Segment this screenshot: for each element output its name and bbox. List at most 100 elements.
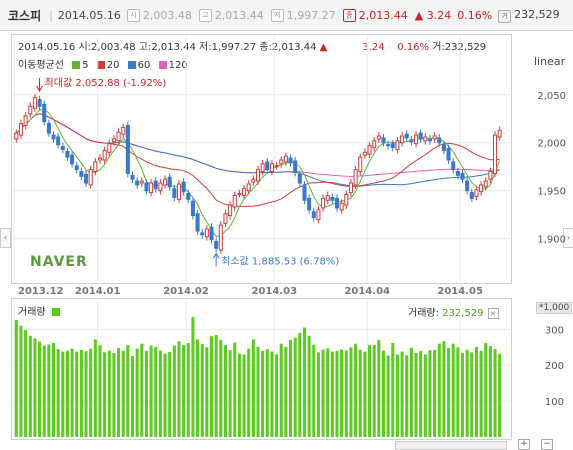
min-annotation: 최소값 1,885.53 (6.78%) (221, 256, 339, 268)
candle-body (474, 189, 479, 197)
candle-body (423, 136, 428, 142)
volume-bar (242, 354, 246, 437)
candle-body (330, 196, 335, 201)
close-value: 종 2,013.44 (342, 8, 415, 22)
close-icon[interactable]: × (487, 308, 499, 319)
volume-bar (474, 346, 478, 437)
candle-body (372, 140, 377, 149)
candle-body (353, 169, 358, 186)
volume-bar (98, 345, 102, 437)
high-tag: 고 (198, 8, 212, 22)
volume-bar (154, 346, 158, 437)
candle-body (209, 226, 214, 241)
volume-bar (284, 346, 288, 437)
info-change-percent: 0.16% (397, 42, 430, 53)
candle-body (395, 140, 400, 150)
candle-body (493, 134, 498, 174)
info-high: 고:2,013.44 (138, 42, 196, 53)
info-date: 2014.05.16 (18, 42, 76, 53)
volume-bar (140, 343, 144, 437)
candle-body (418, 132, 423, 140)
max-annotation: 최대값 2,052.88 (-1.92%) (45, 77, 167, 89)
volume-bar (275, 354, 279, 437)
volume-bar (228, 350, 232, 437)
volume-bar (465, 349, 469, 437)
candle-body (302, 184, 307, 201)
candle-body (14, 132, 19, 140)
x-tick-label: 2014.01 (75, 286, 121, 297)
info-low: 저:1,997.27 (199, 42, 257, 53)
volume-bar (117, 348, 121, 437)
candle-body (153, 180, 158, 190)
volume-bar (400, 351, 404, 437)
candle-body (176, 183, 182, 200)
open-tag: 시 (126, 8, 140, 22)
candle-body (441, 144, 446, 151)
candle-body (97, 157, 103, 161)
candle-body (293, 160, 298, 173)
price-panel[interactable] (11, 34, 512, 284)
volume-bar (456, 347, 460, 437)
info-volume: 거:232,529 (432, 42, 487, 53)
volume-tick-label: 300 (545, 325, 564, 336)
volume-value: 거 232,529 (498, 8, 560, 23)
info-up-arrow-icon: ▲ (316, 42, 328, 53)
ma5-label[interactable]: 5 (82, 60, 89, 71)
ma120-label[interactable]: 120 (168, 60, 188, 71)
candle-body (56, 136, 61, 146)
volume-bar (265, 349, 269, 437)
volume-bar (470, 352, 474, 437)
candle-body (107, 143, 112, 153)
candle-body (437, 137, 442, 144)
volume-bar (19, 325, 23, 437)
volume-bar (65, 350, 69, 437)
volume-bar (107, 350, 111, 437)
candle-body (344, 194, 349, 206)
scale-toggle[interactable]: linear (534, 55, 566, 68)
volume-bar (247, 348, 251, 437)
candle-body (79, 171, 84, 177)
volume-bar (428, 350, 432, 437)
candle-body (181, 181, 186, 193)
scroll-right-icon[interactable]: › (563, 228, 573, 248)
x-tick-label: 2014.02 (163, 286, 209, 297)
candle-body (204, 228, 209, 238)
volume-bar (368, 345, 372, 437)
change-percent: 0.16% (457, 8, 493, 22)
ma-legend: 이동평균선 5 20 60 120 (18, 56, 188, 71)
volume-bar (377, 340, 381, 437)
candle-body (74, 165, 79, 171)
volume-bar (321, 349, 325, 437)
candle-body (427, 138, 432, 142)
high-text: 2,013.44 (214, 8, 264, 22)
candle-body (288, 157, 293, 164)
volume-bar (363, 351, 367, 437)
volume-bar (177, 341, 181, 437)
volume-bar (409, 347, 413, 437)
candle-body (65, 150, 70, 158)
candle-body (172, 188, 177, 198)
quote-header: 코스피 | 2014.05.16 시 2,003.48 고 2,013.44 저 1,… (0, 0, 573, 31)
ma20-label[interactable]: 20 (106, 60, 120, 71)
candle-body (307, 197, 312, 211)
volume-bar (219, 340, 223, 437)
ma60-label[interactable]: 60 (137, 60, 151, 71)
candle-body (334, 197, 340, 209)
volume-bar (103, 352, 107, 437)
volume-bar (93, 339, 97, 437)
volume-bar (89, 348, 93, 437)
candle-body (242, 188, 247, 196)
close-text: 2,013.44 (358, 8, 408, 22)
volume-bar (442, 341, 446, 437)
candle-body (283, 155, 288, 163)
candle-body (367, 145, 372, 155)
volume-bar (354, 343, 358, 437)
scroll-left-icon[interactable]: ‹ (0, 228, 11, 248)
candle-body (139, 180, 144, 184)
candle-body (102, 149, 107, 161)
volume-bar (349, 347, 353, 437)
volume-bar (298, 332, 302, 437)
volume-bar (381, 350, 386, 437)
candle-body (163, 178, 168, 186)
x-tick-label: 2014.03 (251, 286, 297, 297)
